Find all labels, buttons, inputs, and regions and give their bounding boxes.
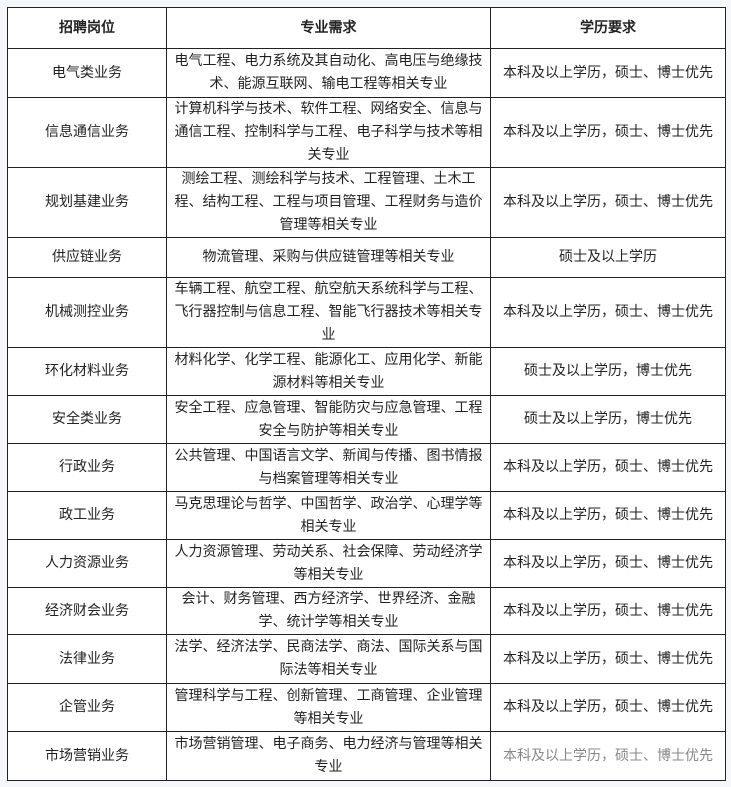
header-position: 招聘岗位 xyxy=(7,7,167,49)
table-row: 法律业务 法学、经济法学、民商法学、商法、国际关系与国际法等相关专业 本科及以上学历… xyxy=(7,634,726,684)
majors-cell: 安全工程、应急管理、智能防灾与应急管理、工程安全与防护等相关专业 xyxy=(166,395,491,444)
majors-cell: 法学、经济法学、民商法学、商法、国际关系与国际法等相关专业 xyxy=(166,634,491,684)
majors-cell: 市场营销管理、电子商务、电力经济与管理等相关专业 xyxy=(166,731,491,781)
table-row: 信息通信业务 计算机科学与技术、软件工程、网络安全、信息与通信工程、控制科学与工程… xyxy=(7,97,726,168)
position-cell: 安全类业务 xyxy=(7,395,167,444)
education-cell: 硕士及以上学历，博士优先 xyxy=(490,347,726,396)
table-row: 安全类业务 安全工程、应急管理、智能防灾与应急管理、工程安全与防护等相关专业 硕士及… xyxy=(7,395,726,444)
header-education: 学历要求 xyxy=(490,7,726,49)
position-cell: 规划基建业务 xyxy=(7,167,167,238)
table-row: 机械测控业务 车辆工程、航空工程、航空航天系统科学与工程、飞行器控制与信息工程、智… xyxy=(7,277,726,348)
majors-cell: 人力资源管理、劳动关系、社会保障、劳动经济学等相关专业 xyxy=(166,539,491,588)
position-cell: 机械测控业务 xyxy=(7,277,167,348)
education-cell: 本科及以上学历，硕士、博士优先 xyxy=(490,97,726,168)
education-cell: 硕士及以上学历 xyxy=(490,237,726,278)
position-cell: 经济财会业务 xyxy=(7,587,167,635)
table-row: 企管业务 管理科学与工程、创新管理、工商管理、企业管理等相关专业 本科及以上学历，硕… xyxy=(7,683,726,732)
table-row: 供应链业务 物流管理、采购与供应链管理等相关专业 硕士及以上学历 xyxy=(7,237,726,278)
position-cell: 行政业务 xyxy=(7,443,167,492)
education-cell: 本科及以上学历，硕士、博士优先 xyxy=(490,539,726,588)
table-row: 人力资源业务 人力资源管理、劳动关系、社会保障、劳动经济学等相关专业 本科及以上学历… xyxy=(7,539,726,588)
header-row: 招聘岗位 专业需求 学历要求 xyxy=(7,7,726,49)
education-cell: 本科及以上学历，硕士、博士优先 xyxy=(490,48,726,98)
education-cell: 本科及以上学历，硕士、博士优先 xyxy=(490,587,726,635)
majors-cell: 车辆工程、航空工程、航空航天系统科学与工程、飞行器控制与信息工程、智能飞行器技术… xyxy=(166,277,491,348)
table-row: 环化材料业务 材料化学、化学工程、能源化工、应用化学、新能源材料等相关专业 硕士及以… xyxy=(7,347,726,396)
position-cell: 电气类业务 xyxy=(7,48,167,98)
majors-cell: 公共管理、中国语言文学、新闻与传播、图书情报与档案管理等相关专业 xyxy=(166,443,491,492)
table-row: 经济财会业务 会计、财务管理、西方经济学、世界经济、金融学、统计学等相关专业 本科及… xyxy=(7,587,726,635)
header-majors: 专业需求 xyxy=(166,7,491,49)
education-cell: 本科及以上学历，硕士、博士优先 xyxy=(490,731,726,781)
majors-cell: 电气工程、电力系统及其自动化、高电压与绝缘技术、能源互联网、输电工程等相关专业 xyxy=(166,48,491,98)
majors-cell: 马克思理论与哲学、中国哲学、政治学、心理学等相关专业 xyxy=(166,491,491,540)
recruitment-table: 招聘岗位 专业需求 学历要求 电气类业务 电气工程、电力系统及其自动化、高电压与绝… xyxy=(7,7,726,781)
education-cell: 硕士及以上学历，博士优先 xyxy=(490,395,726,444)
position-cell: 信息通信业务 xyxy=(7,97,167,168)
position-cell: 企管业务 xyxy=(7,683,167,732)
education-cell: 本科及以上学历，硕士、博士优先 xyxy=(490,683,726,732)
majors-cell: 测绘工程、测绘科学与技术、工程管理、土木工程、结构工程、工程与项目管理、工程财务… xyxy=(166,167,491,238)
education-cell: 本科及以上学历，硕士、博士优先 xyxy=(490,491,726,540)
majors-cell: 材料化学、化学工程、能源化工、应用化学、新能源材料等相关专业 xyxy=(166,347,491,396)
majors-cell: 管理科学与工程、创新管理、工商管理、企业管理等相关专业 xyxy=(166,683,491,732)
position-cell: 人力资源业务 xyxy=(7,539,167,588)
table-row: 政工业务 马克思理论与哲学、中国哲学、政治学、心理学等相关专业 本科及以上学历，硕士… xyxy=(7,491,726,540)
education-cell: 本科及以上学历，硕士、博士优先 xyxy=(490,167,726,238)
majors-cell: 会计、财务管理、西方经济学、世界经济、金融学、统计学等相关专业 xyxy=(166,587,491,635)
majors-cell: 物流管理、采购与供应链管理等相关专业 xyxy=(166,237,491,278)
position-cell: 法律业务 xyxy=(7,634,167,684)
position-cell: 政工业务 xyxy=(7,491,167,540)
position-cell: 供应链业务 xyxy=(7,237,167,278)
education-cell: 本科及以上学历，硕士、博士优先 xyxy=(490,443,726,492)
table-row: 电气类业务 电气工程、电力系统及其自动化、高电压与绝缘技术、能源互联网、输电工程等… xyxy=(7,48,726,98)
table-row: 行政业务 公共管理、中国语言文学、新闻与传播、图书情报与档案管理等相关专业 本科及以… xyxy=(7,443,726,492)
table-row: 市场营销业务 市场营销管理、电子商务、电力经济与管理等相关专业 本科及以上学历，硕士… xyxy=(7,731,726,781)
position-cell: 市场营销业务 xyxy=(7,731,167,781)
position-cell: 环化材料业务 xyxy=(7,347,167,396)
education-cell: 本科及以上学历，硕士、博士优先 xyxy=(490,634,726,684)
table-row: 规划基建业务 测绘工程、测绘科学与技术、工程管理、土木工程、结构工程、工程与项目管… xyxy=(7,167,726,238)
majors-cell: 计算机科学与技术、软件工程、网络安全、信息与通信工程、控制科学与工程、电子科学与… xyxy=(166,97,491,168)
education-cell: 本科及以上学历，硕士、博士优先 xyxy=(490,277,726,348)
